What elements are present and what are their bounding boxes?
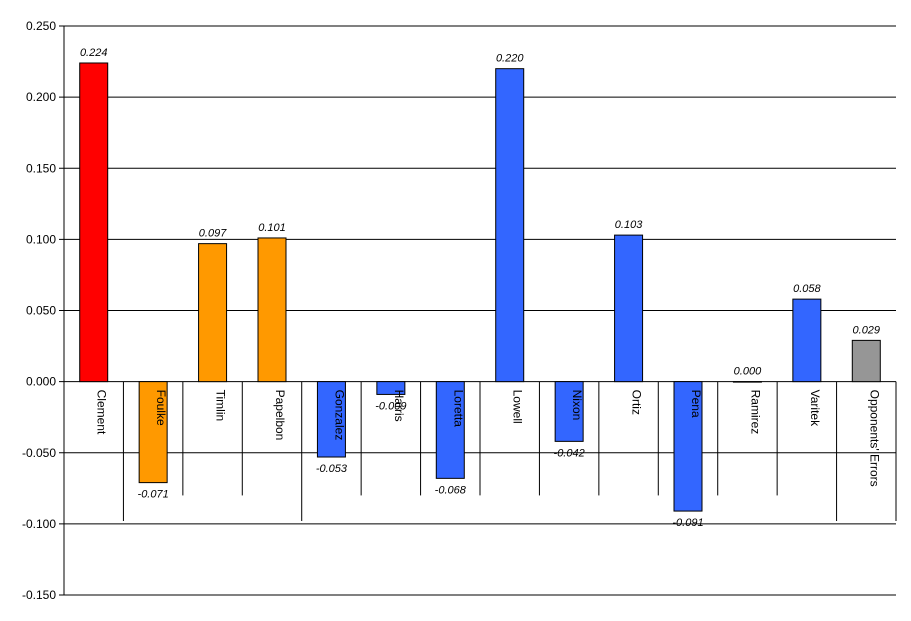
bar	[198, 243, 228, 383]
category-label: Papelbon	[273, 390, 287, 441]
category-label: Loretta	[451, 390, 465, 428]
bar	[614, 234, 644, 383]
data-label: -0.042	[554, 447, 585, 459]
bar	[732, 381, 762, 383]
data-label: 0.000	[734, 366, 762, 378]
category-label: Gonzalez	[332, 390, 346, 441]
category-label: Opponents' Errors	[867, 390, 881, 487]
y-tick-label: 0.100	[26, 232, 56, 246]
bar	[435, 381, 465, 479]
y-tick-label: 0.050	[26, 304, 56, 318]
gridlines	[64, 25, 896, 596]
category-label: Nixon	[570, 390, 584, 421]
y-axis-ticks: 0.250 0.200 0.150 0.100 0.050 0.000 -0.050 -0.1…	[22, 19, 64, 602]
data-labels: 0.224 -0.071 0.097 0.101 -0.053 -0.009 -0.068 0…	[80, 47, 880, 529]
data-label: 0.103	[615, 219, 643, 231]
bar	[851, 339, 881, 383]
bar	[673, 381, 703, 512]
data-label: 0.224	[80, 47, 108, 59]
data-label: -0.009	[375, 400, 406, 412]
category-label: Pena	[689, 390, 703, 418]
category-label: Clement	[95, 390, 109, 435]
category-label: Ramirez	[748, 390, 762, 435]
y-tick-label: 0.000	[26, 375, 56, 389]
bar	[316, 381, 346, 458]
y-tick-label: 0.200	[26, 90, 56, 104]
bar	[138, 381, 168, 484]
data-label: 0.058	[793, 283, 821, 295]
bar	[495, 68, 525, 383]
data-label: -0.053	[316, 463, 348, 475]
bar	[376, 381, 406, 395]
data-label: 0.220	[496, 53, 524, 65]
bar	[79, 62, 109, 383]
category-label: Ortiz	[630, 390, 644, 415]
category-label: Timlin	[214, 390, 228, 422]
category-dividers	[122, 381, 897, 522]
data-label: -0.068	[435, 484, 467, 496]
bar	[792, 298, 822, 383]
bars	[79, 62, 881, 512]
bar	[554, 381, 584, 442]
data-label: -0.091	[672, 517, 703, 529]
category-label: Foulke	[154, 390, 168, 426]
data-label: 0.101	[258, 222, 286, 234]
y-tick-label: 0.250	[26, 19, 56, 33]
y-tick-label: 0.150	[26, 161, 56, 175]
data-label: -0.071	[138, 489, 169, 501]
data-label: 0.097	[199, 228, 227, 240]
category-label: Harris	[392, 390, 406, 422]
category-labels: Clement Foulke Timlin Papelbon Gonzalez Harri…	[95, 390, 882, 487]
category-label: Varitek	[808, 390, 822, 427]
data-label: 0.029	[853, 324, 881, 336]
y-tick-label: -0.050	[22, 446, 56, 460]
y-tick-label: -0.100	[22, 517, 56, 531]
y-tick-label: -0.150	[22, 588, 56, 602]
category-label: Lowell	[511, 390, 525, 424]
bar	[257, 237, 287, 383]
